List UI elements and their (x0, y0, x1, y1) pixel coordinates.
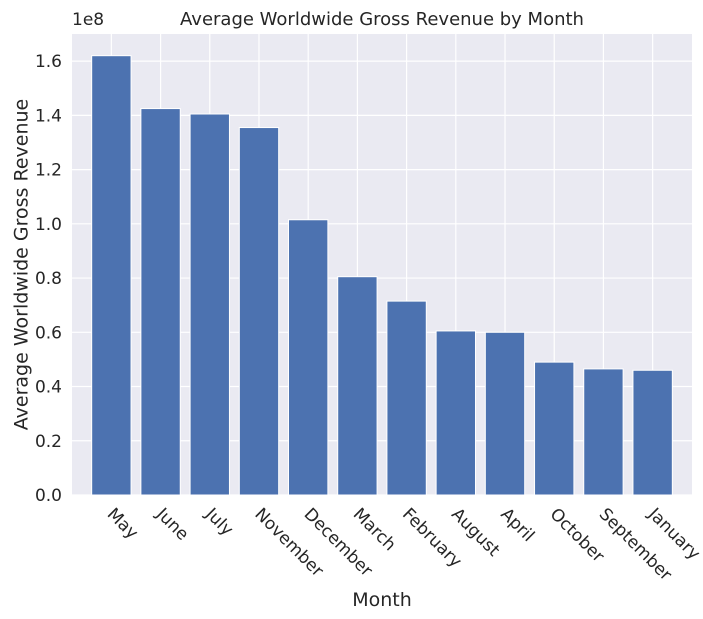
y-tick-labels: 0.0 0.2 0.4 0.6 0.8 1.0 1.2 1.4 1.6 (35, 52, 62, 506)
y-tick-label: 1.2 (35, 161, 62, 181)
y-tick-label: 0.6 (35, 323, 62, 343)
chart-title: Average Worldwide Gross Revenue by Month (180, 9, 584, 30)
bar-november (238, 127, 280, 496)
x-tick-label: July (201, 504, 237, 540)
bar-september (583, 368, 624, 496)
y-tick-label: 0.2 (35, 432, 62, 452)
x-tick-label: April (496, 504, 538, 546)
bar-february (386, 300, 427, 496)
y-tick-label: 0.0 (35, 486, 62, 506)
x-axis-label: Month (352, 589, 412, 611)
bar-january (632, 369, 673, 496)
y-tick-label: 1.4 (35, 106, 62, 126)
y-axis-label: Average Worldwide Gross Revenue (11, 99, 33, 430)
bar-october (534, 361, 575, 496)
bar-december (288, 219, 329, 496)
bar-june (140, 108, 181, 496)
y-tick-label: 0.4 (35, 378, 62, 398)
y-tick-label: 0.8 (35, 269, 62, 289)
x-tick-label: May (103, 504, 142, 543)
y-tick-label: 1.0 (35, 215, 62, 235)
bar-may (91, 55, 132, 496)
x-tick-label: June (151, 504, 192, 545)
bar-march (337, 276, 378, 496)
bar-august (435, 330, 476, 496)
bar-april (484, 331, 526, 496)
bars (91, 55, 673, 496)
bar-july (189, 113, 230, 496)
y-tick-label: 1.6 (35, 52, 62, 72)
x-tick-labels: May June July NovemberDecemberMarchFebruary… (103, 504, 703, 585)
y-offset-label: 1e8 (72, 10, 104, 30)
